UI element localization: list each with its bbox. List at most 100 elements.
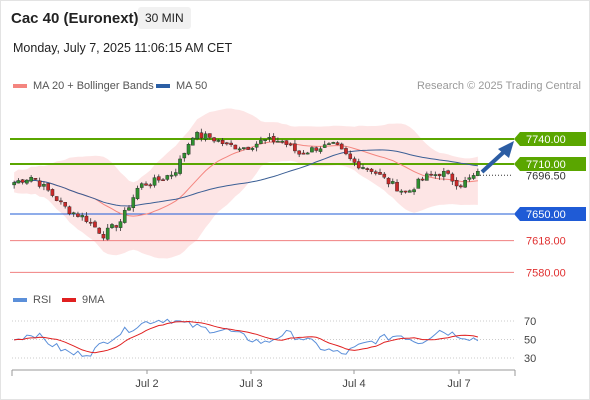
candle-body: [276, 140, 280, 143]
candle-body: [386, 177, 391, 185]
candle-body: [433, 174, 438, 176]
candle-body: [178, 158, 182, 174]
candle-body: [105, 227, 110, 240]
candle-body: [314, 147, 319, 151]
candle-body: [293, 143, 297, 152]
candle-body: [71, 212, 76, 215]
candle-body: [186, 144, 191, 155]
legend-swatch: [156, 84, 170, 88]
level-label-7650.00: 7650.00: [526, 209, 566, 221]
candle-body: [356, 161, 361, 169]
candle-body: [284, 140, 289, 145]
candle-body: [365, 168, 370, 170]
level-label-7580.00: 7580.00: [526, 267, 566, 279]
datetime-label: Monday, July 7, 2025 11:06:15 AM CET: [13, 41, 233, 55]
candle-body: [59, 200, 63, 203]
candle-body: [42, 184, 46, 187]
timeframe-button[interactable]: 30 MIN: [138, 7, 191, 29]
rsi-tick-50: 50: [524, 335, 536, 347]
candle-body: [139, 183, 144, 188]
candle-body: [318, 148, 323, 152]
candle-body: [169, 174, 174, 177]
candle-body: [348, 153, 353, 159]
candle-body: [382, 173, 387, 178]
candle-body: [305, 152, 310, 155]
candle-body: [395, 182, 399, 192]
candle-body: [88, 221, 93, 224]
candle-body: [229, 142, 233, 145]
candle-body: [216, 140, 221, 142]
candle-body: [327, 143, 331, 145]
candles-group: [12, 128, 480, 241]
legend-label: RSI: [33, 294, 52, 306]
candle-body: [25, 179, 29, 184]
candle-body: [20, 179, 25, 183]
candle-body: [152, 177, 157, 186]
legend-rsi-ma: 9MA: [62, 294, 105, 306]
candle-body: [76, 213, 80, 217]
candle-body: [271, 136, 276, 143]
candle-body: [225, 142, 229, 145]
rsi-line: [13, 318, 479, 357]
candle-body: [148, 184, 153, 187]
candle-body: [280, 140, 284, 143]
candle-body: [212, 137, 216, 142]
candle-body: [454, 179, 459, 187]
x-tick-label-Jul-4: Jul 4: [342, 378, 365, 390]
candle-body: [399, 190, 404, 193]
candle-body: [301, 152, 306, 155]
candle-body: [429, 173, 433, 176]
candle-body: [463, 179, 467, 188]
candle-body: [476, 171, 480, 176]
candle-body: [297, 150, 301, 155]
candle-body: [310, 147, 314, 153]
candle-body: [254, 143, 259, 148]
candle-body: [118, 221, 123, 228]
level-tag: [514, 207, 586, 221]
candle-body: [408, 190, 412, 193]
candle-body: [84, 215, 89, 222]
candle-body: [416, 178, 421, 189]
candle-body: [373, 171, 378, 174]
level-tag: [514, 157, 586, 171]
candle-body: [459, 185, 463, 188]
legend-ma20-bollinger: MA 20 + Bollinger Bands: [13, 80, 154, 92]
candle-body: [322, 144, 327, 148]
candle-body: [450, 173, 455, 182]
forecast-arrow-shaft: [480, 148, 508, 174]
candle-body: [403, 190, 408, 193]
level-label-7618.00: 7618.00: [526, 236, 566, 248]
candle-body: [199, 132, 204, 139]
candle-body: [446, 170, 450, 174]
candle-body: [29, 176, 33, 182]
candle-body: [144, 183, 148, 186]
legend-label: MA 50: [176, 80, 208, 92]
candle-body: [233, 144, 238, 150]
candle-body: [471, 175, 476, 179]
level-label-7740.00: 7740.00: [526, 134, 566, 146]
candle-body: [195, 132, 199, 140]
candle-body: [437, 173, 442, 177]
candle-body: [156, 176, 161, 181]
legend-ma50: MA 50: [156, 80, 207, 92]
candle-body: [110, 224, 114, 228]
x-tick-label-Jul-3: Jul 3: [239, 378, 262, 390]
level-label-7696.50: 7696.50: [526, 170, 566, 182]
candle-body: [97, 227, 102, 234]
candle-body: [80, 215, 84, 218]
candle-body: [369, 168, 374, 172]
candle-body: [161, 179, 165, 182]
candle-body: [33, 178, 38, 180]
candle-body: [420, 178, 425, 181]
candle-body: [122, 209, 127, 223]
candle-body: [288, 143, 293, 146]
candle-body: [390, 181, 395, 184]
candle-body: [165, 175, 170, 180]
candle-body: [220, 140, 225, 145]
candle-body: [203, 133, 208, 140]
candle-body: [344, 148, 348, 155]
candle-body: [37, 180, 42, 187]
bollinger-band: [14, 108, 478, 259]
candle-body: [16, 180, 21, 184]
